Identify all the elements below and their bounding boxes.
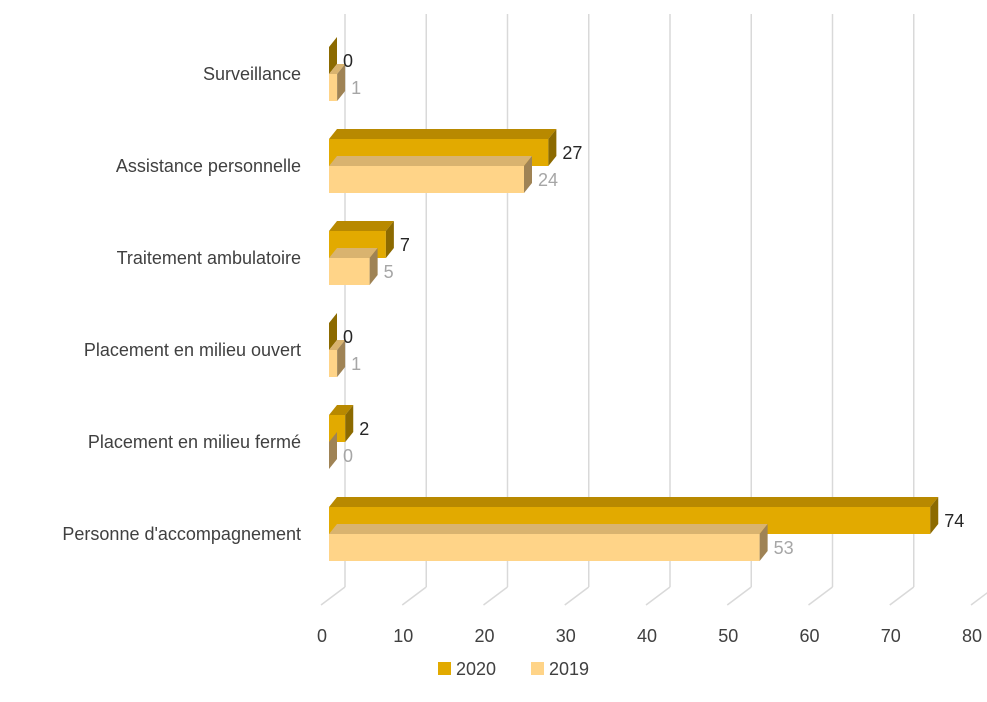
data-label: 2 xyxy=(359,419,369,439)
bar-side-face xyxy=(759,524,768,561)
x-tick-label: 10 xyxy=(393,626,413,646)
bar xyxy=(329,432,337,469)
data-label: 0 xyxy=(343,446,353,466)
legend-label: 2019 xyxy=(549,659,589,679)
bar xyxy=(329,156,532,193)
floor-gridline xyxy=(320,586,346,606)
bar-front-face xyxy=(329,74,338,101)
legend-label: 2020 xyxy=(456,659,496,679)
x-tick-label: 80 xyxy=(962,626,982,646)
bar-top-face xyxy=(329,497,939,507)
data-label: 74 xyxy=(944,511,964,531)
legend: 2020 2019 xyxy=(438,659,589,679)
bar-front-face xyxy=(329,534,760,561)
data-label: 1 xyxy=(351,354,361,374)
data-label: 1 xyxy=(351,78,361,98)
bar-top-face xyxy=(329,248,378,258)
bar-side-face xyxy=(329,37,337,74)
floor-gridline xyxy=(401,586,427,606)
bar-top-face xyxy=(329,340,346,350)
bar-top-face xyxy=(329,64,346,74)
bar xyxy=(329,248,378,285)
bar-side-face xyxy=(337,340,346,377)
category-label: Placement en milieu fermé xyxy=(88,432,301,452)
data-label: 24 xyxy=(538,170,558,190)
bar-top-face xyxy=(329,221,394,231)
category-label: Traitement ambulatoire xyxy=(117,248,301,268)
floor-gridline xyxy=(808,586,833,606)
bars-layer xyxy=(329,37,939,561)
bar-side-face xyxy=(548,129,557,166)
bar-top-face xyxy=(329,129,557,139)
bar-side-face xyxy=(337,64,346,101)
bar xyxy=(329,340,346,377)
bar-top-face xyxy=(329,405,354,415)
bar-side-face xyxy=(329,313,337,350)
bar-side-face xyxy=(369,248,378,285)
floor-gridline xyxy=(970,592,987,606)
category-label: Placement en milieu ouvert xyxy=(84,340,301,360)
bar-front-face xyxy=(329,350,338,377)
legend-swatch xyxy=(531,662,544,675)
category-label: Personne d'accompagnement xyxy=(62,524,301,544)
x-tick-label: 60 xyxy=(799,626,819,646)
data-label: 7 xyxy=(400,235,410,255)
floor-gridline xyxy=(645,586,671,606)
bar xyxy=(329,313,337,350)
bar-side-face xyxy=(524,156,532,193)
x-tick-label: 20 xyxy=(474,626,494,646)
floor-gridline xyxy=(564,586,590,606)
bar-front-face xyxy=(329,258,370,285)
category-label: Surveillance xyxy=(203,64,301,84)
bar xyxy=(329,405,354,442)
x-tick-label: 50 xyxy=(718,626,738,646)
x-tick-label: 70 xyxy=(881,626,901,646)
data-label: 27 xyxy=(562,143,582,163)
x-tick-label: 0 xyxy=(317,626,327,646)
data-label: 0 xyxy=(343,51,353,71)
data-label: 0 xyxy=(343,327,353,347)
bar-front-face xyxy=(329,415,346,442)
legend-swatch xyxy=(438,662,451,675)
bar xyxy=(329,524,768,561)
bar-top-face xyxy=(329,524,768,534)
x-tick-label: 30 xyxy=(556,626,576,646)
labels-layer: 0 10 20 30 40 50 60 70 80SurveillanceAssistance … xyxy=(62,51,982,646)
floor-gridline xyxy=(726,586,752,606)
bar-top-face xyxy=(329,156,532,166)
bar-side-face xyxy=(345,405,354,442)
data-label: 53 xyxy=(774,538,794,558)
bar xyxy=(329,37,337,74)
x-tick-label: 40 xyxy=(637,626,657,646)
bar-side-face xyxy=(930,497,939,534)
bar-front-face xyxy=(329,166,524,193)
floor-gridline xyxy=(483,586,508,606)
bar-side-face xyxy=(385,221,394,258)
data-label: 5 xyxy=(384,262,394,282)
floor-gridline xyxy=(889,586,915,606)
bar-side-face xyxy=(329,432,337,469)
category-label: Assistance personnelle xyxy=(116,156,301,176)
grid-layer xyxy=(320,14,987,606)
bar xyxy=(329,64,346,101)
